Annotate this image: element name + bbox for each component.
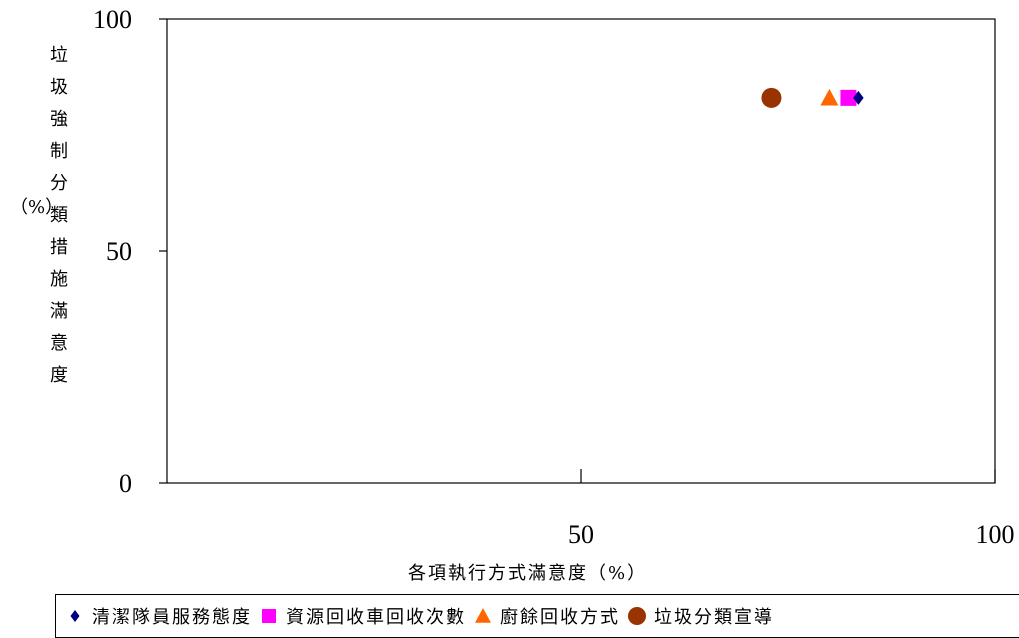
triangle-legend-marker-icon [475,608,491,623]
legend-label: 資源回收車回收次數 [286,607,466,628]
legend-item: 垃圾分類宣導 [626,603,774,629]
diamond-legend-marker-icon [70,610,80,622]
legend-item: 資源回收車回收次數 [258,603,466,629]
data-point-diamond [853,90,864,105]
legend: 清潔隊員服務態度 資源回收車回收次數 廚餘回收方式 垃圾分類宣導 [55,594,1019,638]
square-marker-icon [262,609,276,623]
triangle-marker-icon [475,608,491,623]
y-axis-title: 垃圾強制分類措施滿意度 [50,45,68,386]
data-point-square [840,89,857,106]
legend-label: 垃圾分類宣導 [654,607,774,628]
square-legend-marker-icon [262,609,276,623]
legend-label: 廚餘回收方式 [500,607,620,628]
circle-legend-marker-icon [628,607,646,625]
y-tick-label: 50 [106,237,132,266]
plot-area [166,18,996,484]
x-tick-label: 50 [568,520,594,549]
y-tick-label: 100 [93,5,132,34]
y-tick-label: 0 [119,469,132,498]
data-point-circle [761,87,782,108]
y-axis-unit: （%） [10,197,64,218]
x-axis-title: 各項執行方式滿意度（%） [408,563,648,584]
x-tick-label: 100 [976,520,1015,549]
data-point-triangle [820,88,839,106]
legend-label: 清潔隊員服務態度 [92,607,252,628]
diamond-marker-icon [70,610,80,622]
circle-marker-icon [628,607,646,625]
legend-item: 廚餘回收方式 [472,603,620,629]
legend-item: 清潔隊員服務態度 [64,603,252,629]
